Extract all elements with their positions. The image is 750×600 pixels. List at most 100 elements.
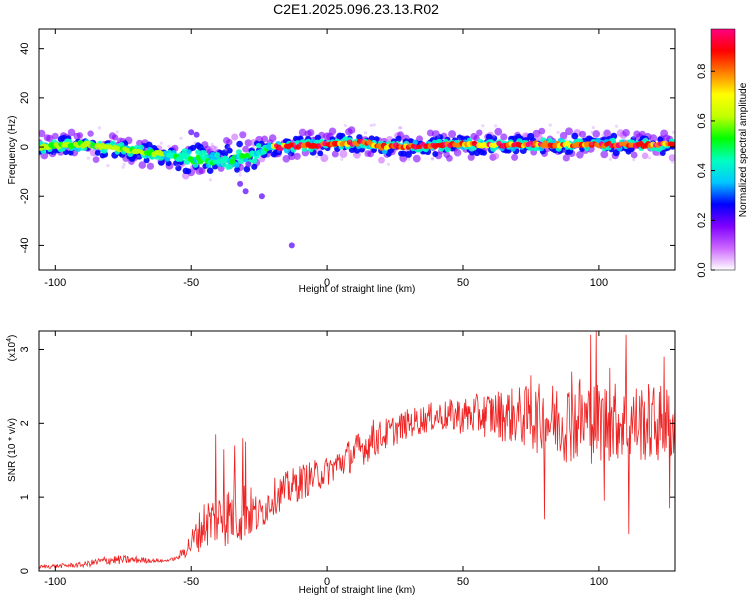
spectrogram-cell — [92, 156, 100, 164]
spectrogram-speckle — [277, 149, 281, 153]
spectrogram-speckle — [399, 126, 403, 130]
spectrogram-speckle — [71, 140, 75, 144]
spectrogram-cell — [186, 149, 192, 155]
spectrogram-speckle — [343, 123, 347, 128]
spectrogram-cell — [505, 148, 512, 154]
spectrogram-cell — [68, 150, 74, 156]
spectrogram-outlier — [288, 242, 295, 249]
spectrogram-panel: -100 -50 0 50 100 -40 -20 0 20 40 Height of stra… — [7, 28, 676, 295]
spectrogram-cell — [239, 131, 247, 139]
spectrogram-speckle — [664, 139, 668, 143]
spectrogram-speckle — [421, 146, 425, 150]
spectrogram-speckle — [92, 145, 96, 149]
spectrogram-speckle — [74, 135, 78, 139]
spectrogram-cell — [138, 161, 147, 169]
spectrogram-y-ticks: -40 -20 0 20 40 — [19, 43, 675, 253]
spectrogram-speckle — [516, 131, 520, 135]
y-tick-label: 2 — [19, 420, 31, 426]
spectrogram-cell — [565, 127, 573, 136]
spectrogram-cell — [39, 129, 46, 138]
spectrogram-speckle — [179, 136, 183, 140]
spectrogram-speckle — [156, 158, 160, 163]
spectrogram-speckle — [601, 133, 605, 137]
spectrogram-cell — [412, 154, 421, 163]
snr-scale-exponent: 4 — [6, 338, 13, 342]
spectrogram-cell — [298, 128, 307, 137]
spectrogram-cell — [261, 135, 268, 143]
spectrogram-cell — [576, 151, 584, 159]
y-tick-label: 0 — [19, 144, 31, 150]
spectrogram-cell — [234, 166, 241, 173]
spectrogram-speckle — [574, 153, 578, 157]
spectrogram-speckle — [142, 146, 146, 150]
spectrogram-cell — [255, 143, 262, 149]
spectrogram-outlier — [245, 161, 252, 168]
spectrogram-cell — [649, 134, 658, 143]
spectrogram-speckle — [86, 156, 90, 160]
spectrogram-cell — [538, 127, 546, 135]
spectrogram-cell — [314, 134, 321, 141]
spectrogram-cell — [347, 126, 356, 134]
spectrogram-cell — [197, 158, 204, 165]
snr-x-ticks: -100 -50 0 50 100 — [44, 331, 608, 588]
spectrogram-cell — [446, 154, 453, 162]
spectrogram-cell — [448, 130, 457, 139]
spectrogram-cell — [243, 165, 251, 173]
spectrogram-x-label: Height of straight line (km) — [299, 284, 416, 295]
spectrogram-speckle — [293, 142, 297, 146]
spectrogram-cell — [175, 165, 182, 172]
spectrogram-speckle — [347, 139, 352, 143]
spectrogram-speckle — [654, 137, 658, 141]
spectrogram-speckle — [213, 146, 217, 150]
spectrogram-speckle — [644, 137, 648, 141]
spectrogram-speckle — [548, 123, 552, 127]
spectrogram-cell — [214, 152, 221, 158]
spectrogram-cell — [412, 139, 418, 146]
spectrogram-cell — [209, 145, 217, 152]
spectrogram-speckle — [122, 162, 126, 166]
spectrogram-speckle — [115, 130, 119, 134]
spectrogram-speckle — [590, 142, 594, 146]
spectrogram-cell — [494, 127, 503, 136]
spectrogram-cell — [227, 164, 233, 170]
colorbar-tick-label: 0.8 — [696, 64, 708, 79]
spectrogram-cell — [244, 139, 252, 147]
spectrogram-cell — [206, 167, 214, 174]
x-tick-label: -50 — [183, 277, 199, 289]
spectrogram-cell — [46, 134, 54, 143]
x-tick-label: 0 — [324, 277, 330, 289]
spectrogram-speckle — [608, 157, 613, 161]
spectrogram-cell — [339, 149, 348, 158]
y-tick-label: 20 — [19, 92, 31, 104]
spectrogram-cell — [467, 153, 475, 161]
spectrogram-cell — [111, 134, 119, 141]
spectrogram-cell — [612, 149, 620, 157]
spectrogram-speckle — [39, 154, 42, 158]
spectrogram-cell — [198, 167, 206, 175]
x-tick-label: 50 — [457, 277, 469, 289]
spectrogram-cell — [668, 154, 675, 162]
spectrogram-speckle — [167, 144, 171, 148]
snr-scale-prefix: (x10 — [7, 341, 18, 361]
spectrogram-outlier — [258, 193, 265, 200]
spectrogram-cell — [320, 154, 329, 163]
spectrogram-cell — [145, 141, 153, 149]
spectrogram-cell — [562, 154, 570, 162]
snr-scale-note: (x104) — [6, 335, 18, 362]
snr-frame — [38, 330, 676, 572]
spectrogram-speckle — [136, 155, 140, 159]
spectrogram-outlier — [242, 188, 249, 195]
spectrogram-speckle — [672, 130, 675, 134]
spectrogram-speckle — [632, 135, 636, 139]
spectrogram-speckle — [529, 144, 533, 148]
snr-marks — [39, 331, 675, 569]
spectrogram-speckle — [340, 157, 344, 161]
snr-panel: -100 -50 0 50 100 0 1 2 3 Height of straight li… — [6, 330, 676, 596]
spectrogram-cell — [453, 148, 462, 157]
spectrogram-cell — [251, 163, 258, 170]
svg-text:(x104): (x104) — [6, 335, 18, 362]
spectrogram-speckle — [379, 139, 383, 143]
x-tick-label: -50 — [183, 576, 199, 588]
spectrogram-cell — [173, 160, 179, 167]
